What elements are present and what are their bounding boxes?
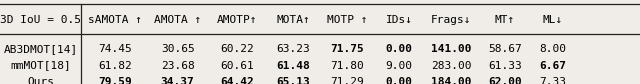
Text: AMOTP↑: AMOTP↑ bbox=[217, 15, 257, 25]
Text: 7.33: 7.33 bbox=[540, 77, 566, 84]
Text: 9.00: 9.00 bbox=[385, 60, 413, 71]
Text: 71.80: 71.80 bbox=[331, 60, 364, 71]
Text: 6.67: 6.67 bbox=[540, 60, 566, 71]
Text: AMOTA ↑: AMOTA ↑ bbox=[154, 15, 201, 25]
Text: 61.48: 61.48 bbox=[276, 60, 310, 71]
Text: 61.82: 61.82 bbox=[98, 60, 132, 71]
Text: 58.67: 58.67 bbox=[488, 44, 522, 54]
Text: 60.61: 60.61 bbox=[220, 60, 254, 71]
Text: mmMOT[18]: mmMOT[18] bbox=[11, 60, 71, 71]
Text: Ours: Ours bbox=[28, 77, 54, 84]
Text: AB3DMOT[14]: AB3DMOT[14] bbox=[4, 44, 78, 54]
Text: MOTP ↑: MOTP ↑ bbox=[327, 15, 368, 25]
Text: 62.00: 62.00 bbox=[488, 77, 522, 84]
Text: sAMOTA ↑: sAMOTA ↑ bbox=[88, 15, 142, 25]
Text: 8.00: 8.00 bbox=[540, 44, 566, 54]
Text: 23.68: 23.68 bbox=[161, 60, 195, 71]
Text: 0.00: 0.00 bbox=[385, 77, 413, 84]
Text: 283.00: 283.00 bbox=[431, 60, 472, 71]
Text: MT↑: MT↑ bbox=[495, 15, 515, 25]
Text: 71.75: 71.75 bbox=[331, 44, 364, 54]
Text: 0.00: 0.00 bbox=[385, 44, 413, 54]
Text: Frags↓: Frags↓ bbox=[431, 15, 472, 25]
Text: 30.65: 30.65 bbox=[161, 44, 195, 54]
Text: 63.23: 63.23 bbox=[276, 44, 310, 54]
Text: 141.00: 141.00 bbox=[431, 44, 472, 54]
Text: 71.29: 71.29 bbox=[331, 77, 364, 84]
Text: 34.37: 34.37 bbox=[161, 77, 195, 84]
Text: 3D IoU = 0.5: 3D IoU = 0.5 bbox=[1, 15, 81, 25]
Text: 74.45: 74.45 bbox=[98, 44, 132, 54]
Text: IDs↓: IDs↓ bbox=[385, 15, 413, 25]
Text: ML↓: ML↓ bbox=[543, 15, 563, 25]
Text: 65.13: 65.13 bbox=[276, 77, 310, 84]
Text: 184.00: 184.00 bbox=[431, 77, 472, 84]
Text: 79.59: 79.59 bbox=[98, 77, 132, 84]
Text: MOTA↑: MOTA↑ bbox=[276, 15, 310, 25]
Text: 64.42: 64.42 bbox=[220, 77, 254, 84]
Text: 60.22: 60.22 bbox=[220, 44, 254, 54]
Text: 61.33: 61.33 bbox=[488, 60, 522, 71]
